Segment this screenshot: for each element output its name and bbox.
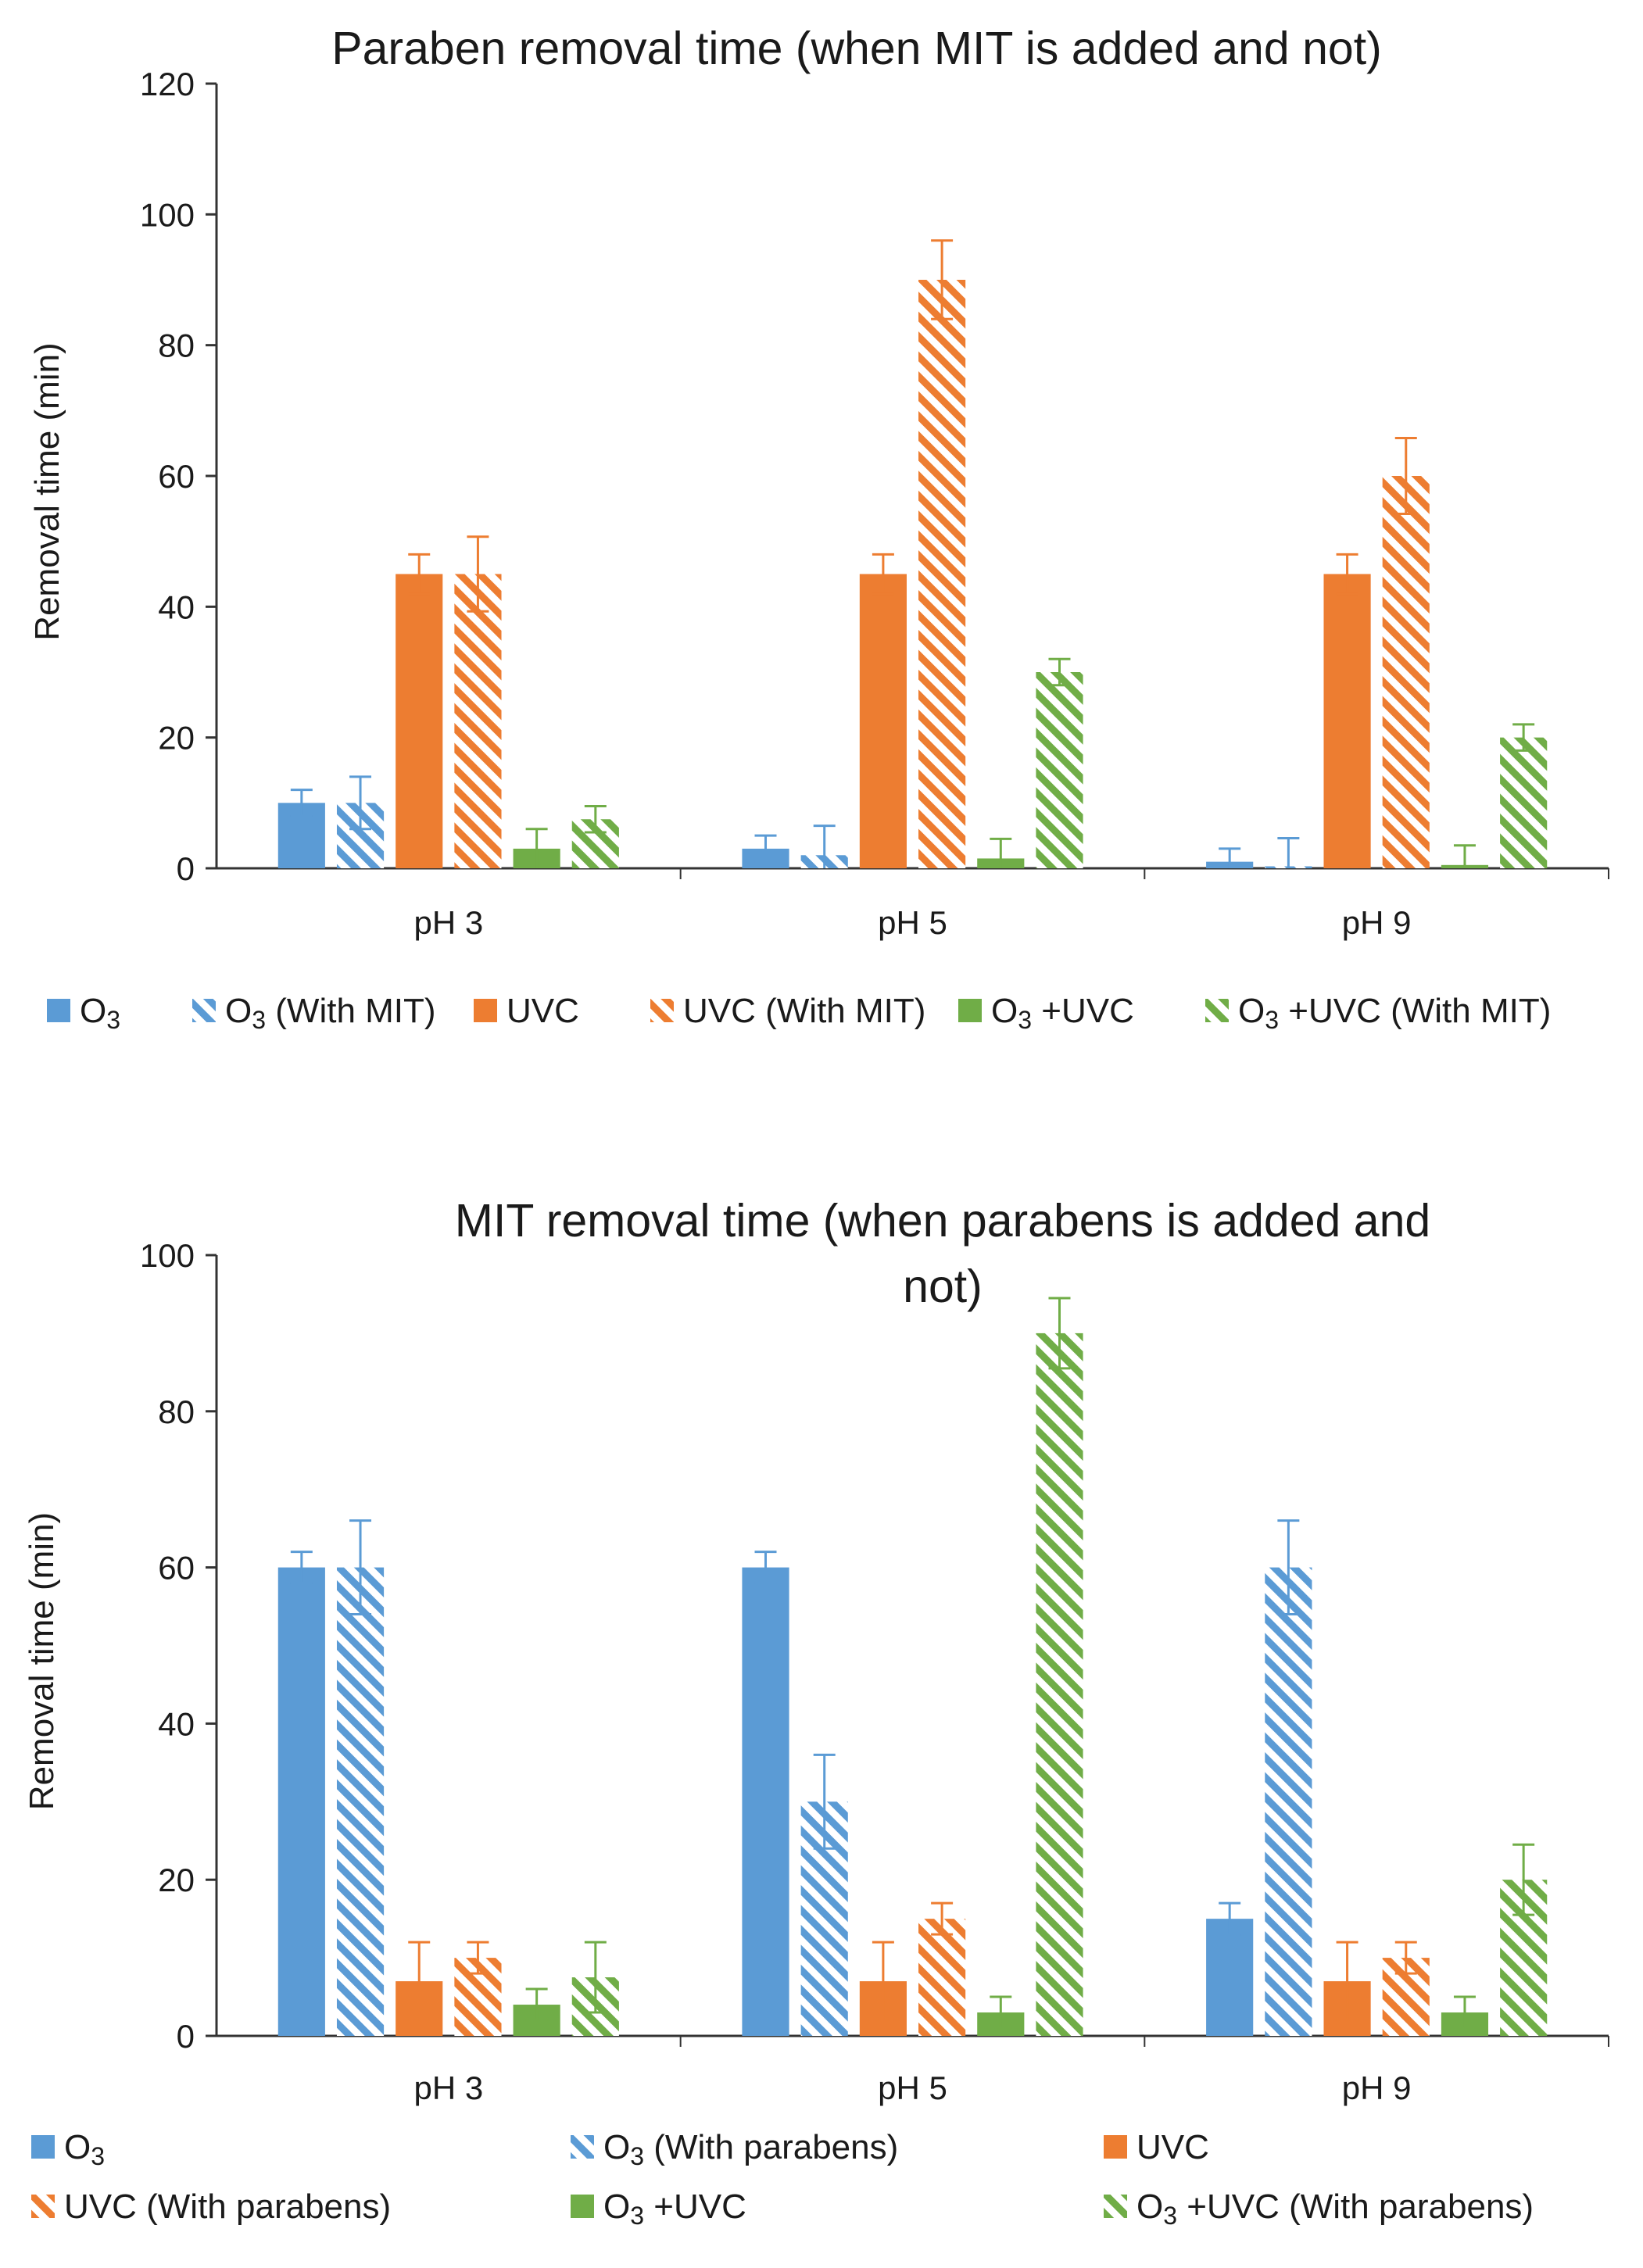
chart-title-line: not) <box>903 1261 983 1312</box>
legend-label: UVC (With parabens) <box>64 2188 391 2226</box>
y-axis-label: Removal time (min) <box>23 1512 61 1810</box>
x-category-label: pH 3 <box>413 2069 483 2106</box>
legend-item-uvc-with-mit: UVC (With MIT) <box>650 992 925 1030</box>
legend-swatch <box>1104 2195 1127 2218</box>
y-tick-label: 80 <box>158 327 195 364</box>
bar-o3-with-parabens-ph-9 <box>1265 1567 1312 2036</box>
legend-swatch <box>1104 2135 1127 2159</box>
legend-swatch <box>31 2195 55 2218</box>
bar-uvc-with-mit-ph-9 <box>1382 476 1430 868</box>
legend-item-o3-uvc-with-mit: O3 +UVC (With MIT) <box>1205 992 1551 1034</box>
bar-o3-uvc-with-mit-ph-5 <box>1036 672 1083 868</box>
legend-label: O3 +UVC (With parabens) <box>1136 2188 1534 2230</box>
legend-swatch <box>192 999 216 1022</box>
bar-uvc-ph-5 <box>859 574 907 868</box>
bar-o3-uvc-with-parabens-ph-5 <box>1036 1333 1083 2036</box>
y-tick-label: 20 <box>158 720 195 757</box>
chart-mit-removal: MIT removal time (when parabens is added… <box>23 1195 1609 2230</box>
legend-item-o3: O3 <box>47 992 120 1034</box>
legend-item-o3: O3 <box>31 2128 105 2170</box>
y-tick-label: 40 <box>158 588 195 625</box>
legend-swatch <box>650 999 674 1022</box>
legend-label: O3 (With MIT) <box>225 992 436 1034</box>
bar-o3-uvc-with-mit-ph-9 <box>1500 737 1548 868</box>
legend-item-o3-with-parabens: O3 (With parabens) <box>571 2128 898 2170</box>
bar-o3-ph-9 <box>1206 1919 1254 2036</box>
legend-item-o3-with-mit: O3 (With MIT) <box>192 992 436 1034</box>
bar-o3-ph-5 <box>742 1567 789 2036</box>
y-tick-label: 60 <box>158 458 195 495</box>
legend-label: O3 (With parabens) <box>603 2128 898 2170</box>
bar-uvc-ph-9 <box>1323 574 1371 868</box>
y-tick-label: 0 <box>177 2018 195 2055</box>
chart-title-line: MIT removal time (when parabens is added… <box>455 1195 1430 1247</box>
legend-swatch <box>571 2195 594 2218</box>
legend-swatch <box>1205 999 1229 1022</box>
legend-swatch <box>31 2135 55 2159</box>
y-tick-label: 20 <box>158 1862 195 1898</box>
y-tick-label: 80 <box>158 1393 195 1430</box>
legend-label: O3 <box>80 992 120 1034</box>
y-tick-label: 0 <box>177 850 195 887</box>
legend-item-o3-uvc-with-parabens: O3 +UVC (With parabens) <box>1104 2188 1534 2230</box>
legend-item-uvc: UVC <box>474 992 579 1030</box>
legend-swatch <box>571 2135 594 2159</box>
legend-item-o3-uvc: O3 +UVC <box>571 2188 746 2230</box>
bar-uvc-with-mit-ph-3 <box>454 574 502 868</box>
bar-uvc-ph-3 <box>396 574 443 868</box>
y-tick-label: 120 <box>140 66 195 102</box>
chart-paraben-removal: Paraben removal time (when MIT is added … <box>28 23 1609 1034</box>
legend-item-uvc: UVC <box>1104 2128 1209 2166</box>
y-axis-label: Removal time (min) <box>28 342 66 640</box>
legend-label: O3 +UVC <box>991 992 1134 1034</box>
chart-title-line: Paraben removal time (when MIT is added … <box>331 23 1382 74</box>
legend-item-o3-uvc: O3 +UVC <box>958 992 1134 1034</box>
legend-item-uvc-with-parabens: UVC (With parabens) <box>31 2188 391 2226</box>
legend-label: O3 +UVC <box>603 2188 746 2230</box>
bar-uvc-with-parabens-ph-5 <box>918 1919 966 2036</box>
bar-uvc-with-mit-ph-5 <box>918 280 966 868</box>
legend-label: UVC <box>1136 2128 1209 2166</box>
bar-o3-ph-3 <box>277 1567 325 2036</box>
legend-swatch <box>474 999 497 1022</box>
y-tick-label: 100 <box>140 196 195 233</box>
legend-label: O3 <box>64 2128 105 2170</box>
bar-o3-with-parabens-ph-3 <box>336 1567 385 2036</box>
y-tick-label: 40 <box>158 1705 195 1742</box>
y-tick-label: 60 <box>158 1550 195 1587</box>
legend-label: UVC (With MIT) <box>683 992 925 1030</box>
legend-label: O3 +UVC (With MIT) <box>1238 992 1551 1034</box>
x-category-label: pH 9 <box>1342 904 1412 941</box>
legend-label: UVC <box>507 992 579 1030</box>
x-category-label: pH 5 <box>878 2069 947 2106</box>
legend-swatch <box>958 999 982 1022</box>
legend-swatch <box>47 999 70 1022</box>
y-tick-label: 100 <box>140 1237 195 1274</box>
x-category-label: pH 5 <box>878 904 947 941</box>
x-category-label: pH 3 <box>413 904 483 941</box>
x-category-label: pH 9 <box>1342 2069 1412 2106</box>
